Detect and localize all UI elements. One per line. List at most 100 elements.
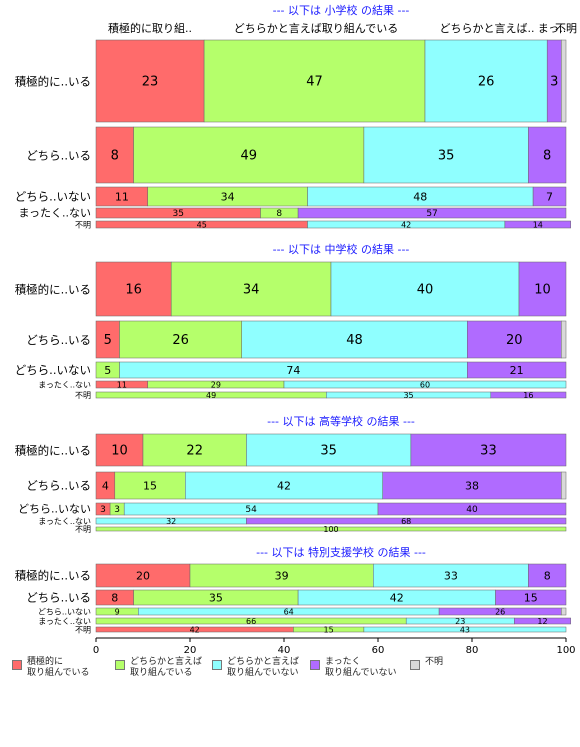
x-tick-label: 0 [93, 645, 99, 656]
legend: 積極的に 取り組んでいる どちらかと言えば 取り組んでいる どちらかと言えば 取り組… [12, 657, 572, 687]
data-label: 26 [478, 75, 495, 90]
bar-segment [246, 517, 567, 525]
bar-segment [95, 261, 172, 317]
row-label: どちら..いない [15, 190, 91, 204]
data-label: 16 [523, 391, 533, 400]
bar-segment [95, 526, 567, 532]
data-label: 10 [111, 444, 128, 459]
legend-label: 不明 [425, 657, 444, 667]
data-label: 100 [323, 525, 338, 534]
x-tick-label: 80 [466, 645, 479, 656]
data-label: 48 [413, 190, 427, 203]
data-label: 29 [211, 380, 221, 389]
data-label: 8 [543, 149, 551, 164]
bar-segment [561, 320, 567, 359]
bar-segment [528, 563, 567, 588]
bar-segment [377, 502, 567, 516]
x-tick-label: 60 [372, 645, 385, 656]
legend-swatch [12, 660, 22, 670]
legend-swatch [115, 660, 125, 670]
row-label: どちら..いない [38, 608, 91, 617]
group-title: --- 以下は 中学校 の結果 --- [273, 242, 410, 256]
data-label: 3 [114, 505, 120, 515]
row-label: 不明 [75, 626, 91, 635]
legend-label: 積極的に 取り組んでいる [27, 657, 90, 678]
data-label: 66 [246, 617, 256, 626]
bar-segment [203, 39, 426, 123]
bar-segment [363, 126, 529, 184]
data-label: 12 [537, 617, 547, 626]
data-label: 33 [480, 444, 497, 459]
bar-segment [114, 471, 186, 500]
data-label: 32 [166, 517, 176, 526]
bar-segment [297, 207, 567, 219]
data-label: 33 [444, 569, 458, 582]
data-label: 15 [324, 625, 334, 634]
row-label: まったく..ない [18, 206, 91, 219]
data-label: 45 [197, 220, 207, 229]
row-label: まったく..ない [38, 381, 91, 390]
bar-segment [95, 433, 144, 467]
legend-swatch [310, 660, 320, 670]
x-tick-label: 40 [278, 645, 291, 656]
legend-item: まったく 取り組んでいない [310, 657, 397, 679]
bar-segment [490, 391, 567, 399]
data-label: 20 [136, 569, 150, 582]
bar-segment [467, 320, 562, 359]
bar-segment [382, 471, 562, 500]
data-label: 34 [221, 190, 235, 203]
column-header: まっ.. [538, 22, 567, 35]
bar-segment [518, 261, 567, 317]
data-label: 40 [466, 505, 478, 515]
row-label: まったく..ない [38, 517, 91, 526]
data-label: 8 [276, 209, 282, 219]
bar-segment [330, 261, 520, 317]
legend-item: 不明 [410, 657, 443, 670]
data-label: 54 [245, 505, 257, 515]
bar-segment [467, 361, 567, 379]
bar-segment [410, 433, 567, 467]
bar-segment [514, 617, 571, 625]
data-label: 5 [104, 333, 112, 348]
data-label: 16 [125, 283, 142, 298]
data-label: 38 [465, 479, 479, 492]
row-label: 不明 [75, 221, 91, 230]
legend-item: 積極的に 取り組んでいる [12, 657, 90, 679]
data-label: 34 [243, 283, 260, 298]
bar-segment [170, 261, 332, 317]
column-header: 不明 [555, 22, 577, 35]
legend-item: どちらかと言えば 取り組んでいない [212, 657, 299, 679]
data-label: 35 [320, 444, 337, 459]
bar-segment [363, 626, 567, 633]
bar-segment [246, 433, 412, 467]
legend-label: どちらかと言えば 取り組んでいない [227, 657, 300, 678]
data-label: 40 [417, 283, 434, 298]
bar-segment [561, 471, 567, 500]
column-header: どちらかと言えば取り組んでいる [234, 22, 398, 35]
bar-segment [119, 320, 242, 359]
data-label: 49 [240, 149, 257, 164]
row-label: どちら..いる [26, 333, 91, 347]
column-header: 積極的に取り組.. [108, 21, 192, 35]
group-title: --- 以下は 小学校 の結果 --- [273, 3, 410, 17]
row-label: 不明 [75, 391, 91, 400]
bar-segment [495, 589, 567, 606]
data-label: 64 [284, 607, 294, 616]
data-label: 26 [172, 333, 189, 348]
bar-segment [283, 380, 567, 389]
row-label: 積極的に..いる [15, 569, 91, 583]
data-label: 3 [100, 505, 106, 515]
data-label: 49 [206, 391, 216, 400]
data-label: 35 [403, 391, 413, 400]
data-label: 10 [534, 283, 551, 298]
data-label: 5 [104, 364, 111, 377]
data-label: 9 [115, 607, 120, 616]
data-label: 47 [306, 75, 323, 90]
data-label: 23 [142, 75, 159, 90]
data-label: 48 [346, 333, 363, 348]
row-label: どちら..いる [26, 149, 91, 163]
data-label: 42 [190, 625, 200, 634]
group-title: --- 以下は 高等学校 の結果 --- [267, 414, 415, 428]
data-label: 15 [143, 479, 157, 492]
data-label: 7 [546, 190, 553, 203]
